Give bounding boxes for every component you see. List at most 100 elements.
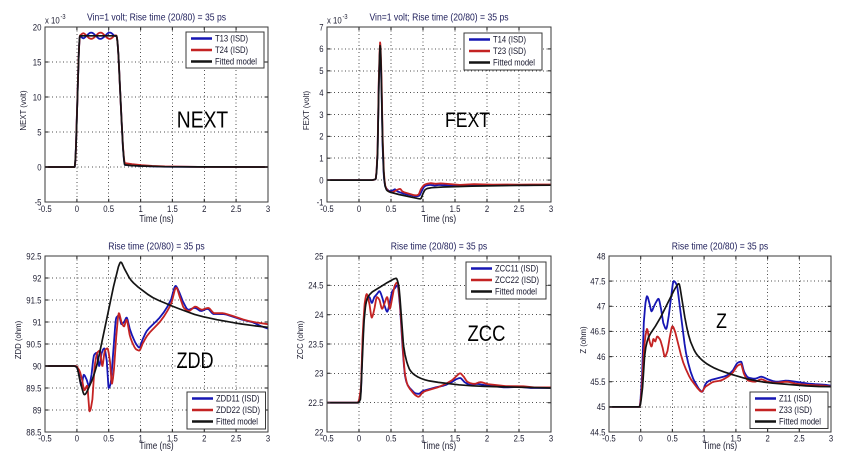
svg-text:6: 6 (319, 44, 323, 55)
svg-text:0: 0 (75, 204, 79, 215)
svg-text:1: 1 (421, 434, 425, 445)
svg-text:0: 0 (319, 175, 323, 186)
svg-text:Time (ns): Time (ns) (422, 214, 456, 225)
svg-text:15: 15 (33, 57, 42, 68)
svg-text:x 10: x 10 (327, 16, 342, 27)
svg-text:0.5: 0.5 (386, 434, 397, 445)
svg-text:-3: -3 (61, 14, 66, 21)
svg-text:23.5: 23.5 (308, 339, 323, 350)
svg-text:1: 1 (138, 434, 142, 445)
svg-text:-0.5: -0.5 (320, 204, 333, 215)
svg-text:1.5: 1.5 (450, 204, 461, 215)
svg-text:ZCC (ohm): ZCC (ohm) (296, 320, 305, 359)
svg-text:-0.5: -0.5 (602, 434, 615, 445)
svg-text:2: 2 (202, 204, 206, 215)
svg-text:3: 3 (829, 434, 833, 445)
svg-text:0: 0 (75, 434, 79, 445)
svg-text:T13 (ISD): T13 (ISD) (215, 34, 248, 44)
svg-text:92: 92 (33, 273, 42, 284)
svg-text:0.5: 0.5 (667, 434, 678, 445)
svg-text:44.5: 44.5 (590, 427, 605, 438)
svg-text:0: 0 (357, 434, 361, 445)
svg-text:3: 3 (549, 434, 553, 445)
svg-text:91: 91 (33, 317, 42, 328)
svg-text:24.5: 24.5 (308, 281, 323, 292)
svg-text:90.5: 90.5 (26, 339, 41, 350)
svg-text:10: 10 (33, 92, 42, 103)
svg-text:2.5: 2.5 (514, 434, 525, 445)
svg-text:2.5: 2.5 (231, 204, 242, 215)
svg-text:ZDD11 (ISD): ZDD11 (ISD) (216, 394, 260, 404)
svg-text:4: 4 (319, 88, 323, 99)
svg-text:ZCC22 (ISD): ZCC22 (ISD) (495, 275, 539, 285)
svg-text:46: 46 (597, 352, 606, 363)
svg-text:89: 89 (33, 405, 42, 416)
svg-text:3: 3 (549, 204, 553, 215)
svg-text:3: 3 (266, 204, 270, 215)
svg-text:x 10: x 10 (45, 16, 60, 27)
svg-text:T14 (ISD): T14 (ISD) (493, 35, 526, 45)
svg-text:2.5: 2.5 (794, 434, 805, 445)
svg-text:ZDD: ZDD (176, 348, 213, 373)
svg-text:NEXT (volt): NEXT (volt) (19, 90, 28, 131)
svg-text:2.5: 2.5 (231, 434, 242, 445)
svg-text:Fitted model: Fitted model (779, 417, 821, 427)
svg-text:89.5: 89.5 (26, 383, 41, 394)
svg-text:Z (ohm): Z (ohm) (579, 326, 588, 354)
svg-text:1.5: 1.5 (167, 434, 178, 445)
svg-text:22: 22 (315, 427, 324, 438)
svg-text:ZDD (ohm): ZDD (ohm) (14, 320, 23, 359)
svg-text:Z33 (ISD): Z33 (ISD) (779, 405, 812, 415)
svg-text:7: 7 (319, 22, 323, 33)
svg-text:2: 2 (485, 204, 489, 215)
svg-text:0.5: 0.5 (103, 204, 114, 215)
svg-text:T23 (ISD): T23 (ISD) (493, 46, 526, 56)
svg-text:2: 2 (319, 132, 323, 143)
svg-text:Fitted model: Fitted model (216, 417, 258, 427)
svg-text:Z11 (ISD): Z11 (ISD) (779, 394, 812, 404)
svg-text:2.5: 2.5 (514, 204, 525, 215)
svg-text:1: 1 (319, 154, 323, 165)
svg-text:90: 90 (33, 361, 42, 372)
svg-text:88.5: 88.5 (26, 427, 41, 438)
svg-text:Fitted model: Fitted model (493, 58, 535, 68)
svg-text:Vin=1 volt; Rise time (20/80): Vin=1 volt; Rise time (20/80) = 35 ps (369, 12, 508, 24)
svg-text:0: 0 (639, 434, 643, 445)
svg-text:1: 1 (702, 434, 706, 445)
svg-text:-1: -1 (317, 197, 324, 208)
svg-text:92.5: 92.5 (26, 251, 41, 262)
svg-text:Time (ns): Time (ns) (139, 214, 173, 225)
svg-text:Z: Z (716, 309, 727, 333)
svg-text:45.5: 45.5 (590, 377, 605, 388)
svg-text:22.5: 22.5 (308, 398, 323, 409)
svg-text:3: 3 (319, 110, 323, 121)
svg-text:45: 45 (597, 402, 606, 413)
svg-text:1: 1 (421, 204, 425, 215)
svg-text:23: 23 (315, 369, 324, 380)
svg-text:Time (ns): Time (ns) (139, 441, 173, 452)
svg-text:Rise time (20/80) = 35 ps: Rise time (20/80) = 35 ps (391, 241, 487, 253)
svg-text:24: 24 (315, 310, 324, 321)
svg-text:-0.5: -0.5 (38, 434, 51, 445)
svg-text:Rise time (20/80) = 35 ps: Rise time (20/80) = 35 ps (672, 241, 768, 253)
svg-text:FEXT: FEXT (445, 108, 490, 132)
svg-text:-0.5: -0.5 (38, 204, 51, 215)
svg-text:0: 0 (357, 204, 361, 215)
svg-text:Vin=1 volt; Rise time (20/80): Vin=1 volt; Rise time (20/80) = 35 ps (87, 12, 226, 24)
svg-text:Fitted model: Fitted model (215, 57, 257, 67)
svg-text:Rise time (20/80) = 35 ps: Rise time (20/80) = 35 ps (108, 241, 204, 253)
svg-text:T24 (ISD): T24 (ISD) (215, 45, 248, 55)
svg-text:47.5: 47.5 (590, 276, 605, 287)
svg-text:5: 5 (37, 127, 41, 138)
svg-text:Time (ns): Time (ns) (422, 441, 456, 452)
svg-text:Time (ns): Time (ns) (703, 441, 737, 452)
svg-text:0.5: 0.5 (386, 204, 397, 215)
svg-text:1.5: 1.5 (450, 434, 461, 445)
svg-text:5: 5 (319, 66, 323, 77)
svg-text:2: 2 (765, 434, 769, 445)
svg-text:0.5: 0.5 (103, 434, 114, 445)
svg-text:-5: -5 (35, 197, 42, 208)
svg-text:ZDD22 (ISD): ZDD22 (ISD) (216, 405, 260, 415)
svg-text:ZCC11 (ISD): ZCC11 (ISD) (495, 264, 539, 274)
svg-text:25: 25 (315, 251, 324, 262)
